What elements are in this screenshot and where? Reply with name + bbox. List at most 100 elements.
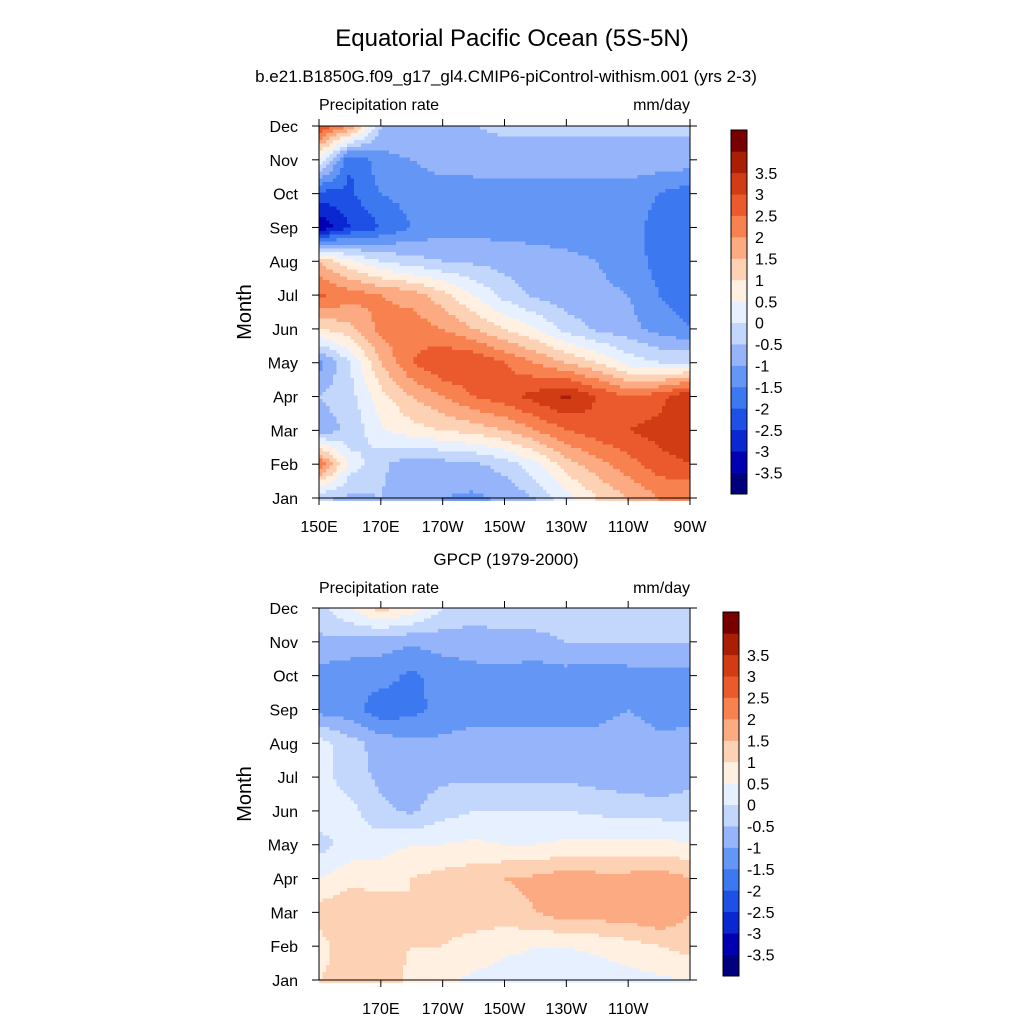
heatmap-cell [371, 224, 376, 228]
heatmap-cell [452, 147, 456, 151]
heatmap-cell [487, 224, 491, 228]
heatmap-cell [396, 287, 400, 291]
heatmap-cell [424, 175, 428, 179]
heatmap-cell [662, 178, 666, 183]
heatmap-cell [553, 175, 558, 179]
heatmap-cell [585, 150, 589, 155]
heatmap-cell [427, 259, 432, 263]
heatmap-cell [518, 133, 523, 137]
heatmap-cell [406, 157, 411, 162]
heatmap-cell [452, 276, 456, 281]
heatmap-cell [336, 147, 341, 151]
heatmap-cell [620, 161, 624, 165]
heatmap-cell [438, 283, 442, 288]
heatmap-cell [333, 178, 337, 183]
heatmap-cell [424, 248, 428, 253]
heatmap-cell [651, 161, 656, 165]
heatmap-cell [581, 248, 586, 253]
heatmap-cell [648, 238, 652, 242]
heatmap-cell [375, 220, 379, 225]
heatmap-cell [511, 220, 516, 225]
heatmap-cell [623, 199, 628, 204]
heatmap-cell [319, 238, 323, 242]
heatmap-cell [445, 192, 449, 197]
heatmap-cell [518, 199, 523, 204]
heatmap-cell [669, 238, 673, 242]
heatmap-cell [319, 262, 323, 267]
heatmap-cell [518, 224, 523, 228]
heatmap-cell [403, 273, 407, 277]
heatmap-cell [466, 199, 470, 204]
heatmap-cell [438, 182, 442, 186]
heatmap-cell [469, 262, 474, 267]
heatmap-cell [452, 129, 456, 134]
heatmap-cell [382, 150, 386, 155]
heatmap-cell [606, 283, 610, 288]
heatmap-cell [427, 199, 432, 204]
heatmap-cell [392, 259, 397, 263]
heatmap-cell [431, 224, 435, 228]
heatmap-cell [399, 143, 404, 148]
heatmap-cell [522, 126, 526, 130]
heatmap-cell [417, 199, 421, 204]
heatmap-cell [588, 266, 593, 270]
heatmap-cell [371, 238, 376, 242]
heatmap-cell [361, 129, 365, 134]
heatmap-cell [441, 206, 446, 211]
heatmap-cell [574, 224, 579, 228]
heatmap-cell [501, 154, 505, 158]
heatmap-cell [560, 182, 565, 186]
heatmap-cell [648, 280, 652, 284]
heatmap-cell [606, 273, 610, 277]
heatmap-cell [326, 192, 330, 197]
heatmap-cell [602, 150, 607, 155]
heatmap-cell [511, 287, 516, 291]
heatmap-cell [585, 224, 589, 228]
heatmap-cell [634, 161, 638, 165]
heatmap-cell [480, 129, 484, 134]
heatmap-cell [473, 241, 477, 246]
heatmap-cell [319, 199, 323, 204]
heatmap-cell [536, 227, 540, 232]
heatmap-cell [669, 143, 673, 148]
heatmap-cell [476, 280, 481, 284]
heatmap-cell [686, 178, 691, 183]
heatmap-cell [469, 182, 474, 186]
heatmap-cell [511, 189, 516, 193]
heatmap-cell [585, 262, 589, 267]
heatmap-cell [336, 203, 341, 207]
heatmap-cell [623, 287, 628, 291]
heatmap-cell [606, 217, 610, 221]
heatmap-cell [347, 185, 351, 190]
heatmap-cell [546, 280, 551, 284]
heatmap-cell [651, 241, 656, 246]
heatmap-cell [676, 273, 680, 277]
heatmap-cell [686, 129, 691, 134]
heatmap-cell [343, 175, 348, 179]
heatmap-cell [665, 213, 670, 218]
heatmap-cell [627, 140, 631, 144]
heatmap-cell [396, 266, 400, 270]
heatmap-cell [585, 129, 589, 134]
heatmap-cell [368, 133, 372, 137]
heatmap-cell [382, 276, 386, 281]
heatmap-cell [455, 154, 460, 158]
heatmap-cell [480, 213, 484, 218]
heatmap-cell [403, 126, 407, 130]
heatmap-cell [441, 154, 446, 158]
heatmap-cell [532, 147, 537, 151]
heatmap-cell [382, 133, 386, 137]
heatmap-cell [420, 147, 425, 151]
heatmap-cell [382, 283, 386, 288]
heatmap-cell [543, 168, 547, 172]
heatmap-cell [515, 231, 519, 235]
heatmap-cell [539, 262, 544, 267]
heatmap-cell [396, 161, 400, 165]
heatmap-cell [490, 171, 495, 176]
heatmap-cell [469, 126, 474, 130]
heatmap-cell [655, 287, 659, 291]
heatmap-cell [410, 126, 414, 130]
heatmap-cell [518, 150, 523, 155]
heatmap-cell [564, 203, 568, 207]
heatmap-cell [602, 199, 607, 204]
